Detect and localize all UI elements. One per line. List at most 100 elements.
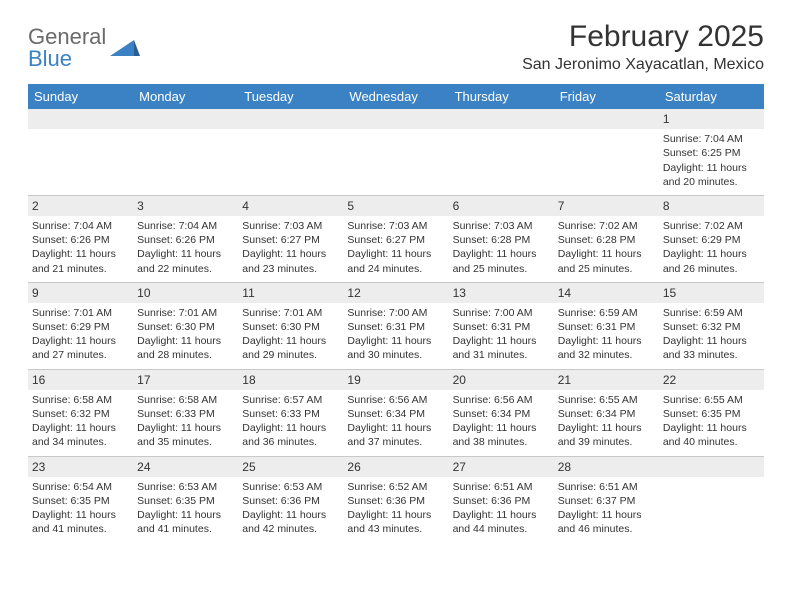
logo-text: General Blue [28, 24, 106, 72]
day-number: 19 [343, 370, 448, 390]
daylight-line-1: Daylight: 11 hours [347, 247, 444, 261]
calendar-day: 19Sunrise: 6:56 AMSunset: 6:34 PMDayligh… [343, 370, 448, 456]
daylight-line-1: Daylight: 11 hours [453, 247, 550, 261]
day-number [449, 109, 554, 129]
daylight-line-2: and 32 minutes. [558, 348, 655, 362]
month-title: February 2025 [522, 20, 764, 54]
day-number: 15 [659, 283, 764, 303]
sunrise-line: Sunrise: 6:54 AM [32, 480, 129, 494]
day-number: 28 [554, 457, 659, 477]
daylight-line-1: Daylight: 11 hours [242, 334, 339, 348]
sunset-line: Sunset: 6:37 PM [558, 494, 655, 508]
sunset-line: Sunset: 6:32 PM [663, 320, 760, 334]
sunset-line: Sunset: 6:26 PM [32, 233, 129, 247]
sunset-line: Sunset: 6:33 PM [137, 407, 234, 421]
daylight-line-2: and 30 minutes. [347, 348, 444, 362]
sunset-line: Sunset: 6:28 PM [453, 233, 550, 247]
calendar-day-empty [28, 109, 133, 195]
location: San Jeronimo Xayacatlan, Mexico [522, 56, 764, 74]
sunset-line: Sunset: 6:27 PM [242, 233, 339, 247]
daylight-line-1: Daylight: 11 hours [663, 247, 760, 261]
weekday-label: Wednesday [343, 84, 448, 109]
weekday-label: Monday [133, 84, 238, 109]
day-number: 18 [238, 370, 343, 390]
weekday-label: Thursday [449, 84, 554, 109]
daylight-line-2: and 28 minutes. [137, 348, 234, 362]
calendar-day: 28Sunrise: 6:51 AMSunset: 6:37 PMDayligh… [554, 457, 659, 543]
weekday-header: SundayMondayTuesdayWednesdayThursdayFrid… [28, 84, 764, 109]
daylight-line-2: and 41 minutes. [32, 522, 129, 536]
daylight-line-1: Daylight: 11 hours [137, 508, 234, 522]
daylight-line-1: Daylight: 11 hours [663, 161, 760, 175]
sunrise-line: Sunrise: 6:52 AM [347, 480, 444, 494]
day-number: 17 [133, 370, 238, 390]
day-number [659, 457, 764, 477]
day-number: 24 [133, 457, 238, 477]
daylight-line-2: and 46 minutes. [558, 522, 655, 536]
day-number: 4 [238, 196, 343, 216]
daylight-line-2: and 25 minutes. [558, 262, 655, 276]
daylight-line-2: and 20 minutes. [663, 175, 760, 189]
daylight-line-2: and 22 minutes. [137, 262, 234, 276]
daylight-line-1: Daylight: 11 hours [558, 421, 655, 435]
sunrise-line: Sunrise: 6:51 AM [453, 480, 550, 494]
sunrise-line: Sunrise: 6:56 AM [347, 393, 444, 407]
day-number: 2 [28, 196, 133, 216]
calendar-day: 4Sunrise: 7:03 AMSunset: 6:27 PMDaylight… [238, 196, 343, 282]
day-number [554, 109, 659, 129]
calendar-day: 10Sunrise: 7:01 AMSunset: 6:30 PMDayligh… [133, 283, 238, 369]
calendar-day: 7Sunrise: 7:02 AMSunset: 6:28 PMDaylight… [554, 196, 659, 282]
calendar-day: 18Sunrise: 6:57 AMSunset: 6:33 PMDayligh… [238, 370, 343, 456]
calendar-day-empty [449, 109, 554, 195]
daylight-line-2: and 38 minutes. [453, 435, 550, 449]
day-number [238, 109, 343, 129]
daylight-line-1: Daylight: 11 hours [137, 421, 234, 435]
calendar-day: 20Sunrise: 6:56 AMSunset: 6:34 PMDayligh… [449, 370, 554, 456]
sunset-line: Sunset: 6:30 PM [242, 320, 339, 334]
daylight-line-1: Daylight: 11 hours [453, 508, 550, 522]
daylight-line-2: and 39 minutes. [558, 435, 655, 449]
logo-triangle-icon [110, 38, 140, 60]
sunrise-line: Sunrise: 7:03 AM [242, 219, 339, 233]
sunrise-line: Sunrise: 6:59 AM [558, 306, 655, 320]
sunset-line: Sunset: 6:29 PM [663, 233, 760, 247]
weekday-label: Sunday [28, 84, 133, 109]
day-number: 10 [133, 283, 238, 303]
calendar-day: 25Sunrise: 6:53 AMSunset: 6:36 PMDayligh… [238, 457, 343, 543]
daylight-line-2: and 33 minutes. [663, 348, 760, 362]
calendar-day: 14Sunrise: 6:59 AMSunset: 6:31 PMDayligh… [554, 283, 659, 369]
daylight-line-2: and 21 minutes. [32, 262, 129, 276]
sunrise-line: Sunrise: 6:55 AM [663, 393, 760, 407]
calendar-day: 3Sunrise: 7:04 AMSunset: 6:26 PMDaylight… [133, 196, 238, 282]
daylight-line-1: Daylight: 11 hours [32, 508, 129, 522]
daylight-line-1: Daylight: 11 hours [663, 334, 760, 348]
daylight-line-1: Daylight: 11 hours [32, 247, 129, 261]
daylight-line-2: and 35 minutes. [137, 435, 234, 449]
daylight-line-2: and 27 minutes. [32, 348, 129, 362]
sunset-line: Sunset: 6:35 PM [32, 494, 129, 508]
header: General Blue February 2025 San Jeronimo … [28, 20, 764, 74]
calendar-day-empty [133, 109, 238, 195]
day-number: 13 [449, 283, 554, 303]
sunset-line: Sunset: 6:33 PM [242, 407, 339, 421]
calendar-body: 1Sunrise: 7:04 AMSunset: 6:25 PMDaylight… [28, 109, 764, 542]
day-number [343, 109, 448, 129]
sunset-line: Sunset: 6:36 PM [242, 494, 339, 508]
sunrise-line: Sunrise: 6:53 AM [137, 480, 234, 494]
sunrise-line: Sunrise: 7:02 AM [663, 219, 760, 233]
sunrise-line: Sunrise: 7:04 AM [663, 132, 760, 146]
day-number: 16 [28, 370, 133, 390]
daylight-line-1: Daylight: 11 hours [453, 421, 550, 435]
sunrise-line: Sunrise: 7:03 AM [453, 219, 550, 233]
sunrise-line: Sunrise: 7:01 AM [242, 306, 339, 320]
sunset-line: Sunset: 6:34 PM [347, 407, 444, 421]
sunset-line: Sunset: 6:31 PM [453, 320, 550, 334]
sunrise-line: Sunrise: 7:00 AM [347, 306, 444, 320]
sunrise-line: Sunrise: 7:04 AM [32, 219, 129, 233]
calendar-day: 11Sunrise: 7:01 AMSunset: 6:30 PMDayligh… [238, 283, 343, 369]
daylight-line-2: and 23 minutes. [242, 262, 339, 276]
daylight-line-1: Daylight: 11 hours [32, 334, 129, 348]
calendar-day: 27Sunrise: 6:51 AMSunset: 6:36 PMDayligh… [449, 457, 554, 543]
daylight-line-1: Daylight: 11 hours [558, 508, 655, 522]
daylight-line-2: and 41 minutes. [137, 522, 234, 536]
